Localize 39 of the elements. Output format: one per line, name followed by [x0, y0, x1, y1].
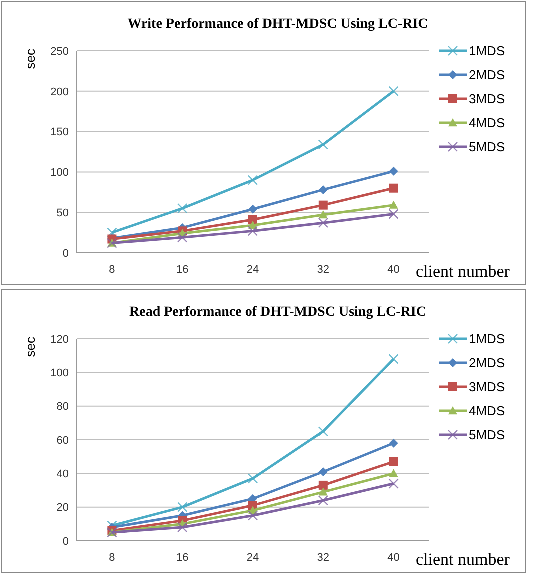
x-tick-label: 8	[109, 552, 116, 564]
x-tick-label: 40	[388, 552, 400, 564]
y-axis-title: sec	[23, 336, 38, 358]
legend-label: 3MDS	[469, 92, 506, 107]
y-tick-label: 60	[56, 434, 69, 447]
y-tick-label: 20	[56, 502, 69, 514]
x-axis-title: client number	[416, 262, 510, 281]
x-tick-label: 32	[317, 552, 330, 564]
legend-label: 1MDS	[469, 332, 506, 347]
y-tick-label: 150	[50, 126, 69, 139]
chart-title: Write Performance of DHT-MDSC Using LC-RIC	[128, 17, 428, 32]
y-tick-label: 80	[56, 401, 69, 414]
legend-label: 1MDS	[469, 44, 506, 59]
legend-label: 2MDS	[469, 356, 506, 371]
x-tick-label: 40	[388, 264, 400, 276]
x-tick-label: 32	[317, 264, 330, 276]
legend-label: 3MDS	[469, 380, 506, 395]
y-tick-label: 100	[50, 368, 69, 380]
y-tick-label: 0	[62, 248, 69, 260]
y-tick-label: 250	[50, 46, 69, 58]
chart-title: Read Performance of DHT-MDSC Using LC-RIC	[130, 305, 426, 320]
x-tick-label: 8	[109, 264, 116, 276]
y-tick-label: 100	[50, 167, 69, 180]
legend-label: 2MDS	[469, 68, 506, 83]
x-tick-label: 16	[176, 264, 189, 276]
y-tick-label: 40	[56, 468, 69, 481]
y-tick-label: 120	[50, 334, 69, 346]
legend-label: 4MDS	[469, 404, 506, 419]
legend-label: 5MDS	[469, 428, 506, 443]
y-tick-label: 0	[62, 536, 69, 548]
x-axis-title: client number	[416, 550, 510, 569]
x-tick-label: 16	[176, 552, 189, 564]
y-axis-title: sec	[23, 48, 38, 70]
legend-label: 4MDS	[469, 116, 506, 131]
legend-label: 5MDS	[469, 140, 506, 155]
y-tick-label: 200	[50, 86, 69, 98]
x-tick-label: 24	[246, 552, 260, 564]
x-tick-label: 24	[246, 264, 260, 276]
y-tick-label: 50	[56, 207, 69, 220]
